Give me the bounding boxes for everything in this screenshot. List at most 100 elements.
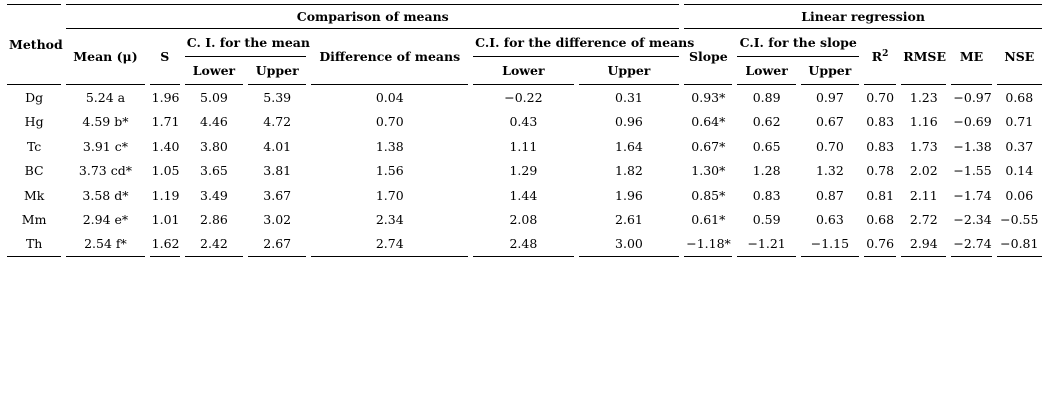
cell-ci-diff-lower: 0.43 <box>509 114 538 130</box>
cell-ci-diff-upper: 0.31 <box>615 89 643 105</box>
col-header-ci-diff-lower: Lower <box>473 57 574 85</box>
cell-ci-mean-lower: 2.42 <box>184 232 244 257</box>
table-row: Mm 2.94 e* 1.01 2.86 3.02 2.34 2.08 2.61… <box>7 208 1042 233</box>
cell-ci-diff-lower: 1.44 <box>509 187 538 203</box>
col-header-ci-diff-upper: Upper <box>578 57 680 85</box>
cell-r2: 0.76 <box>864 232 897 257</box>
cell-method: Dg <box>25 89 44 105</box>
cell-ci-slope-upper: 0.87 <box>815 187 844 203</box>
col-header-method: Method <box>7 4 63 85</box>
cell-ci-diff-upper: 0.96 <box>615 114 643 130</box>
cell-ci-diff-lower: 1.29 <box>509 163 538 179</box>
cell-rmse: 1.23 <box>909 89 938 105</box>
group-header-linear-regression: Linear regression <box>684 4 1042 29</box>
cell-me: −1.74 <box>953 187 992 203</box>
cell-ci-slope-upper: 0.63 <box>815 212 844 228</box>
table-row: Hg 4.59 b* 1.71 4.46 4.72 0.70 0.43 0.96… <box>7 110 1042 135</box>
cell-me: −0.69 <box>953 114 992 130</box>
subgroup-header-ci-difference: C.I. for the difference of means <box>473 29 694 57</box>
cell-ci-slope-lower: 0.62 <box>752 114 781 130</box>
cell-ci-mean-lower: 4.46 <box>200 114 228 130</box>
cell-ci-slope-lower: 0.89 <box>752 89 781 105</box>
header-row-mid: Mean (μ) S C. I. for the mean Difference… <box>7 29 1042 85</box>
cell-nse: 0.06 <box>1005 187 1034 203</box>
cell-difference-of-means: 0.70 <box>375 114 404 130</box>
cell-difference-of-means: 0.04 <box>375 89 404 105</box>
cell-method: Mm <box>21 212 47 228</box>
cell-s: 1.96 <box>151 89 180 105</box>
cell-mean: 3.58 d* <box>82 187 129 203</box>
cell-ci-mean-lower: 3.65 <box>200 163 228 179</box>
cell-ci-diff-lower: 2.08 <box>509 212 538 228</box>
cell-ci-mean-lower: 5.09 <box>200 89 228 105</box>
cell-mean: 2.94 e* <box>82 212 129 228</box>
cell-s: 1.05 <box>151 163 180 179</box>
col-header-ci-slope-lower: Lower <box>737 57 796 85</box>
cell-r2: 0.70 <box>866 89 895 105</box>
cell-ci-mean-upper: 2.67 <box>248 232 307 257</box>
col-header-r2: R2 <box>864 29 897 85</box>
cell-r2: 0.83 <box>866 138 895 154</box>
cell-ci-mean-upper: 3.81 <box>263 163 292 179</box>
cell-mean: 2.54 f* <box>66 232 145 257</box>
cell-nse: 0.14 <box>1005 163 1034 179</box>
cell-rmse: 1.16 <box>909 114 938 130</box>
cell-ci-slope-lower: 0.59 <box>752 212 781 228</box>
cell-mean: 4.59 b* <box>82 114 129 130</box>
cell-ci-diff-upper: 2.61 <box>615 212 643 228</box>
table-body: Dg 5.24 a 1.96 5.09 5.39 0.04 −0.22 0.31… <box>7 85 1042 257</box>
cell-ci-mean-upper: 5.39 <box>263 89 292 105</box>
col-header-ci-mean-lower: Lower <box>184 57 244 85</box>
cell-ci-diff-lower: 2.48 <box>473 232 574 257</box>
cell-ci-mean-upper: 3.67 <box>263 187 292 203</box>
cell-me: −2.74 <box>951 232 992 257</box>
cell-mean: 3.73 cd* <box>78 163 132 179</box>
cell-difference-of-means: 1.56 <box>375 163 404 179</box>
cell-ci-diff-upper: 3.00 <box>578 232 680 257</box>
cell-ci-slope-upper: 0.97 <box>815 89 844 105</box>
cell-slope: 0.85* <box>691 187 726 203</box>
cell-ci-mean-lower: 3.49 <box>200 187 228 203</box>
col-header-nse: NSE <box>996 29 1042 85</box>
cell-ci-slope-upper: 0.70 <box>815 138 844 154</box>
cell-difference-of-means: 2.74 <box>311 232 469 257</box>
cell-s: 1.40 <box>151 138 180 154</box>
col-header-slope: Slope <box>684 29 733 85</box>
cell-ci-mean-upper: 4.01 <box>263 138 292 154</box>
cell-slope: −1.18* <box>684 232 733 257</box>
stats-table: Method Comparison of means Linear regres… <box>2 4 1047 257</box>
cell-difference-of-means: 1.70 <box>375 187 404 203</box>
cell-ci-slope-upper: −1.15 <box>800 232 860 257</box>
cell-ci-diff-upper: 1.64 <box>615 138 643 154</box>
table-row: BC 3.73 cd* 1.05 3.65 3.81 1.56 1.29 1.8… <box>7 159 1042 184</box>
cell-me: −2.34 <box>953 212 992 228</box>
cell-s: 1.01 <box>151 212 180 228</box>
cell-ci-diff-lower: −0.22 <box>504 89 543 105</box>
cell-mean: 5.24 a <box>85 89 126 105</box>
col-header-s: S <box>149 29 180 85</box>
cell-ci-diff-upper: 1.96 <box>615 187 643 203</box>
cell-nse: 0.71 <box>1005 114 1034 130</box>
cell-rmse: 2.11 <box>909 187 938 203</box>
table-header: Method Comparison of means Linear regres… <box>7 4 1042 85</box>
table-row: Dg 5.24 a 1.96 5.09 5.39 0.04 −0.22 0.31… <box>7 85 1042 110</box>
r2-superscript: 2 <box>882 48 889 59</box>
cell-nse: −0.55 <box>1000 212 1039 228</box>
cell-r2: 0.78 <box>866 163 895 179</box>
cell-method: Tc <box>26 138 42 154</box>
r2-base: R <box>871 49 883 64</box>
cell-nse: −0.81 <box>996 232 1042 257</box>
cell-slope: 0.67* <box>691 138 726 154</box>
cell-rmse: 2.94 <box>901 232 947 257</box>
cell-me: −0.97 <box>953 89 992 105</box>
cell-nse: 0.37 <box>1005 138 1034 154</box>
cell-method: Th <box>7 232 62 257</box>
col-header-me: ME <box>951 29 992 85</box>
cell-ci-diff-upper: 1.82 <box>615 163 643 179</box>
cell-ci-slope-upper: 1.32 <box>815 163 844 179</box>
col-header-mean: Mean (μ) <box>66 29 145 85</box>
cell-r2: 0.81 <box>866 187 895 203</box>
table-row: Mk 3.58 d* 1.19 3.49 3.67 1.70 1.44 1.96… <box>7 183 1042 208</box>
col-header-difference-of-means: Difference of means <box>311 29 469 85</box>
